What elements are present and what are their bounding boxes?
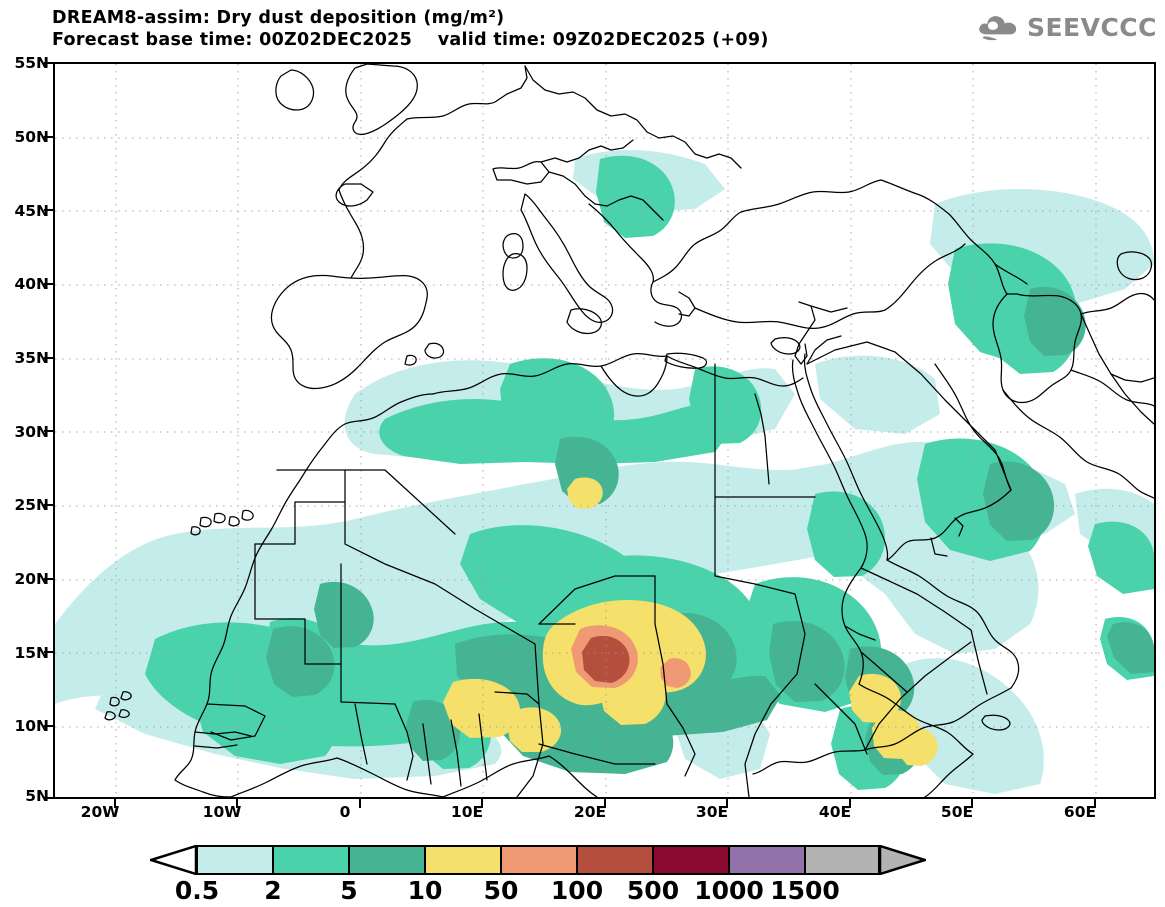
- y-tick-mark: [44, 283, 53, 285]
- x-tick-label: 40E: [818, 803, 852, 821]
- header: DREAM8-assim: Dry dust deposition (mg/m²…: [0, 0, 1165, 58]
- y-tick-mark: [44, 430, 53, 432]
- colorbar-cell-2: [348, 845, 424, 875]
- x-tick-label: 60E: [1063, 803, 1097, 821]
- y-tick-label: 5N: [25, 787, 49, 805]
- y-tick-mark: [44, 578, 53, 580]
- colorbar-cell-8: [804, 845, 880, 875]
- y-tick-label: 50N: [14, 128, 49, 146]
- y-tick-label: 20N: [14, 570, 49, 588]
- y-tick-label: 25N: [14, 496, 49, 514]
- colorbar: 0.5 2 5 10 50 100 500 1000 1500: [0, 840, 1165, 907]
- coastline-borders: [104, 64, 1154, 797]
- colorbar-tick-label: 2: [264, 876, 282, 905]
- x-tick-label: 20E: [573, 803, 607, 821]
- y-tick-mark: [44, 504, 53, 506]
- y-tick-mark: [44, 797, 53, 799]
- page-title: DREAM8-assim: Dry dust deposition (mg/m²…: [52, 8, 505, 28]
- x-tick-mark: [1094, 799, 1096, 808]
- x-tick-label: 10E: [450, 803, 484, 821]
- x-tick-label: 20W: [80, 803, 120, 821]
- x-tick-mark: [971, 799, 973, 808]
- colorbar-cell-4: [500, 845, 576, 875]
- x-tick-mark: [726, 799, 728, 808]
- x-tick-label: 50E: [940, 803, 974, 821]
- colorbar-tick-label: 500: [626, 876, 680, 905]
- x-tick-mark: [236, 799, 238, 808]
- colorbar-tick-label: 5: [340, 876, 358, 905]
- y-tick-label: 10N: [14, 717, 49, 735]
- x-tick-mark: [359, 799, 361, 808]
- x-tick-mark: [849, 799, 851, 808]
- x-tick-mark: [114, 799, 116, 808]
- y-tick-mark: [44, 62, 53, 64]
- colorbar-cells: [196, 845, 880, 875]
- x-tick-label: 0: [339, 803, 351, 821]
- y-tick-label: 35N: [14, 349, 49, 367]
- cloud-icon: [979, 16, 1017, 41]
- colorbar-tick-label: 0.5: [174, 876, 220, 905]
- y-tick-label: 30N: [14, 423, 49, 441]
- colorbar-cell-1: [272, 845, 348, 875]
- colorbar-cell-5: [576, 845, 652, 875]
- x-tick-label: 30E: [695, 803, 729, 821]
- colorbar-over-arrow: [880, 845, 926, 875]
- colorbar-tick-label: 10: [407, 876, 443, 905]
- colorbar-tick-label: 1000: [694, 876, 764, 905]
- y-tick-mark: [44, 136, 53, 138]
- y-tick-mark: [44, 209, 53, 211]
- colorbar-cell-3: [424, 845, 500, 875]
- map-plot-area[interactable]: [53, 62, 1156, 799]
- colorbar-tick-label: 1500: [770, 876, 840, 905]
- y-tick-label: 55N: [14, 54, 49, 72]
- y-tick-mark: [44, 725, 53, 727]
- colorbar-cell-6: [652, 845, 728, 875]
- colorbar-tick-label: 50: [483, 876, 519, 905]
- y-tick-label: 15N: [14, 644, 49, 662]
- colorbar-cell-7: [728, 845, 804, 875]
- x-tick-mark: [604, 799, 606, 808]
- y-tick-label: 45N: [14, 202, 49, 220]
- y-tick-mark: [44, 651, 53, 653]
- colorbar-under-arrow: [150, 845, 196, 875]
- dust-deposition-map: [55, 64, 1154, 797]
- logo-text: SEEVCCC: [1026, 12, 1157, 42]
- colorbar-cell-0: [196, 845, 272, 875]
- y-tick-mark: [44, 357, 53, 359]
- colorbar-tick-label: 100: [550, 876, 604, 905]
- seevccc-logo: SEEVCCC: [977, 6, 1157, 48]
- y-tick-label: 40N: [14, 275, 49, 293]
- lat-lon-gridlines: [55, 64, 1154, 797]
- x-tick-label: 10W: [202, 803, 242, 821]
- forecast-time-subtitle: Forecast base time: 00Z02DEC2025 valid t…: [52, 30, 769, 50]
- x-tick-mark: [481, 799, 483, 808]
